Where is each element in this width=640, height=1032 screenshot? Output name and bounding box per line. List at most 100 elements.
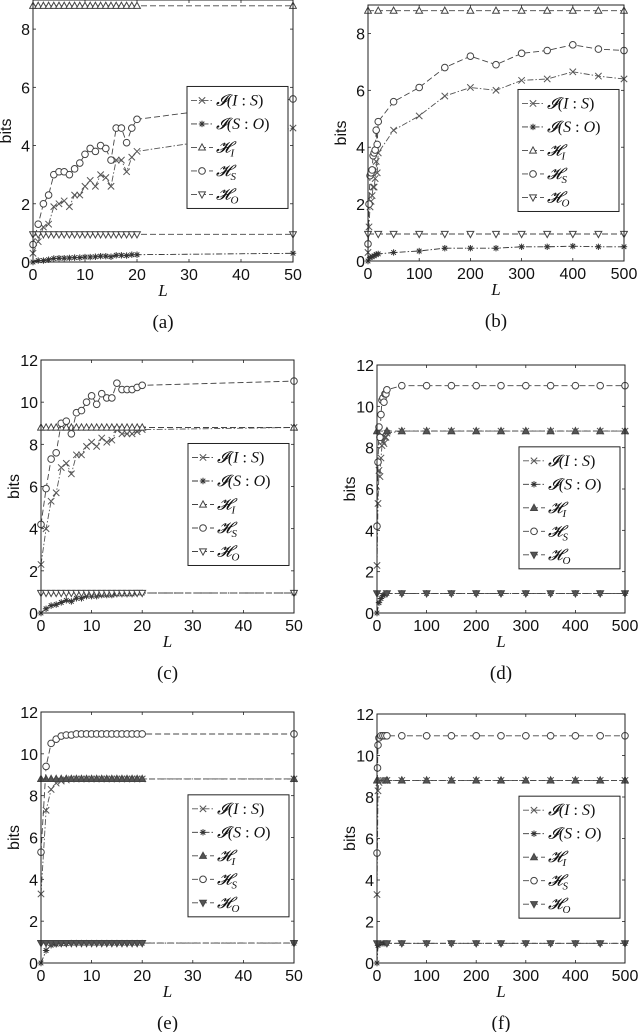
y-tick-label: 4 (365, 523, 374, 540)
y-tick-label: 2 (365, 915, 374, 932)
x-tick-label: 200 (457, 266, 484, 283)
x-axis-label: L (495, 632, 505, 651)
x-tick-label: 300 (508, 266, 535, 283)
x-tick-label: 10 (76, 267, 94, 284)
x-tick-label: 100 (406, 266, 433, 283)
x-tick-label: 0 (37, 618, 46, 635)
plot-frame (40, 711, 295, 964)
x-tick-label: 500 (612, 618, 639, 635)
y-axis-label: bits (0, 119, 15, 144)
plot-frame (32, 0, 294, 263)
x-tick-label: 50 (284, 267, 302, 284)
panel-caption: (c) (157, 663, 178, 684)
y-tick-label: 6 (356, 83, 365, 100)
y-tick-label: 2 (21, 197, 30, 214)
y-tick-label: 6 (21, 80, 30, 97)
y-tick-label: 4 (29, 872, 38, 889)
x-tick-label: 30 (180, 267, 198, 284)
x-tick-label: 50 (285, 618, 303, 635)
x-axis-label: L (490, 280, 500, 299)
y-tick-label: 2 (29, 564, 38, 581)
x-tick-label: 400 (562, 618, 589, 635)
x-tick-label: 50 (285, 968, 303, 985)
y-tick-label: 8 (356, 26, 365, 43)
legend-entry: 𝓘(S : O) (217, 824, 271, 841)
y-tick-label: 0 (365, 606, 374, 623)
panel-caption: (d) (490, 663, 512, 684)
panel-caption: (e) (157, 1013, 178, 1032)
legend-entry: 𝓘(S : O) (548, 826, 602, 843)
series-line-iso (40, 942, 294, 964)
plot-frame (376, 364, 626, 614)
legend-entry: 𝓘(I : S) (217, 449, 264, 466)
y-tick-label: 6 (365, 832, 374, 849)
legend-entry: 𝓘(I : S) (216, 92, 263, 109)
y-tick-label: 12 (20, 705, 38, 722)
plot-frame (376, 713, 626, 964)
legend-entry: 𝓘(S : O) (547, 119, 601, 136)
legend-entry: 𝓘(I : S) (217, 801, 264, 818)
panel-caption: (a) (152, 312, 173, 333)
y-tick-label: 8 (365, 790, 374, 807)
y-tick-label: 12 (20, 353, 38, 370)
y-tick-label: 6 (29, 480, 38, 497)
y-tick-label: 10 (356, 399, 374, 416)
legend-entry: 𝓘(I : S) (548, 802, 595, 819)
y-tick-label: 8 (365, 441, 374, 458)
x-tick-label: 20 (133, 968, 151, 985)
x-axis-label: L (162, 982, 172, 1001)
y-tick-label: 0 (21, 255, 30, 272)
y-tick-label: 8 (21, 22, 30, 39)
x-tick-label: 0 (373, 618, 382, 635)
x-tick-label: 30 (184, 618, 202, 635)
x-tick-label: 100 (413, 618, 440, 635)
legend-entry: 𝓘(S : O) (216, 116, 270, 133)
y-tick-label: 12 (356, 707, 374, 724)
y-tick-label: 4 (365, 873, 374, 890)
legend-entry: 𝓘(I : S) (548, 453, 595, 470)
x-tick-label: 400 (562, 968, 589, 985)
x-tick-label: 30 (184, 968, 202, 985)
x-tick-label: 500 (612, 968, 639, 985)
x-tick-label: 0 (29, 267, 38, 284)
y-axis-label: bits (6, 825, 23, 850)
x-tick-label: 20 (128, 267, 146, 284)
panel-caption: (b) (485, 311, 507, 332)
y-tick-label: 0 (29, 606, 38, 623)
y-tick-label: 8 (29, 437, 38, 454)
x-tick-label: 400 (559, 266, 586, 283)
series-line-hs (40, 380, 295, 525)
x-tick-label: 40 (235, 618, 253, 635)
x-tick-label: 300 (512, 968, 539, 985)
y-tick-label: 10 (356, 749, 374, 766)
y-axis-label: bits (333, 121, 350, 146)
x-tick-label: 200 (463, 968, 490, 985)
panel-caption: (f) (492, 1013, 511, 1032)
y-tick-label: 10 (20, 747, 38, 764)
x-tick-label: 10 (83, 968, 101, 985)
legend-entry: 𝓘(I : S) (547, 95, 594, 112)
x-axis-label: L (157, 281, 167, 300)
y-tick-label: 12 (356, 358, 374, 375)
x-tick-label: 200 (463, 618, 490, 635)
y-axis-label: bits (6, 474, 23, 499)
y-tick-label: 0 (29, 956, 38, 973)
x-tick-label: 0 (373, 968, 382, 985)
x-tick-label: 40 (232, 267, 250, 284)
x-tick-label: 0 (364, 266, 373, 283)
legend-entry: 𝓘(S : O) (217, 473, 271, 490)
plot-frame (40, 359, 295, 614)
x-axis-label: L (495, 982, 505, 1001)
y-axis-label: bits (342, 826, 359, 851)
x-tick-label: 300 (512, 618, 539, 635)
